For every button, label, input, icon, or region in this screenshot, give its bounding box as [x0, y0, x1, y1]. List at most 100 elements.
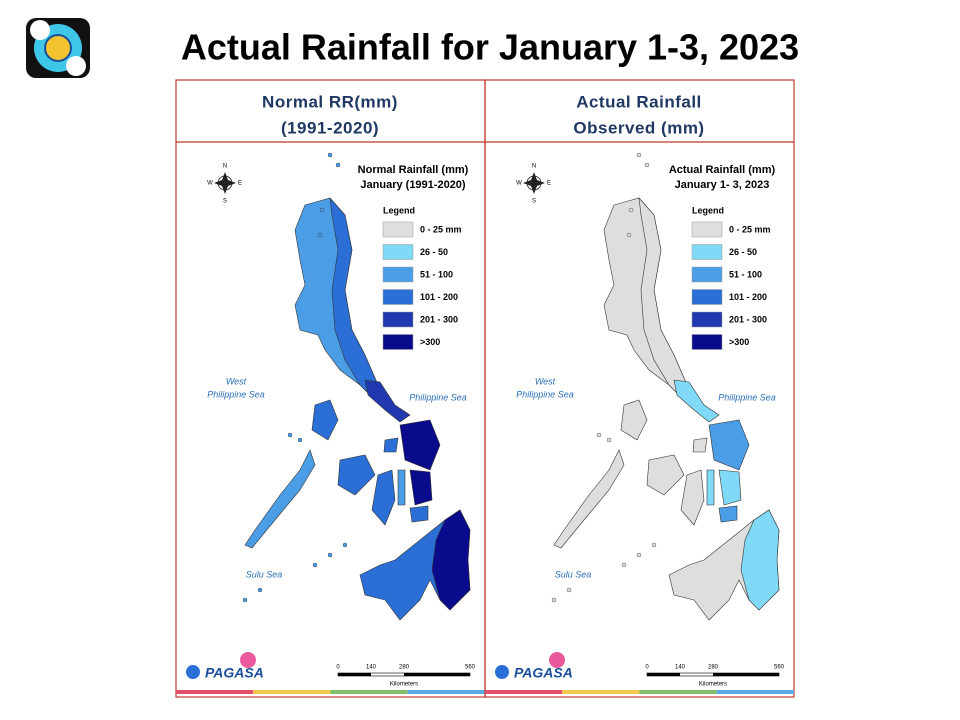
compass-letter: N [223, 164, 227, 170]
scale-bar-fill [713, 673, 779, 676]
legend-label: 201 - 300 [420, 314, 458, 324]
scale-label: 140 [675, 665, 686, 671]
province-region [692, 437, 708, 453]
map-title: Normal Rainfall (mm) [358, 164, 469, 176]
brand-sun [549, 652, 565, 668]
legend-title: Legend [692, 205, 724, 215]
color-stripe [716, 690, 794, 694]
island [596, 432, 602, 438]
philippines-map [242, 152, 471, 621]
legend-swatch [382, 334, 414, 350]
legend-swatch [382, 221, 414, 238]
agency-logo [26, 18, 90, 78]
legend-swatch [691, 289, 723, 305]
scale-unit: Kilometers [390, 682, 418, 688]
island [651, 542, 657, 548]
sea-label: West [226, 376, 247, 386]
province-region [431, 509, 471, 611]
scale-unit: Kilometers [699, 682, 727, 688]
sea-label: Philippine Sea [718, 392, 776, 402]
legend-swatch [691, 334, 723, 350]
brand-logo: PAGASA [495, 652, 573, 681]
compass-rose [214, 172, 236, 194]
province-region [706, 469, 715, 506]
compass-letter: S [223, 199, 227, 205]
province-region [337, 454, 376, 496]
island [257, 587, 263, 593]
province-region [244, 449, 316, 549]
sea-label: Philippine Sea [516, 389, 574, 399]
color-stripe [639, 690, 717, 694]
color-stripe [176, 690, 254, 694]
color-stripe [253, 690, 331, 694]
province-region [620, 399, 648, 441]
compass-ring [217, 175, 233, 191]
sea-label: Philippine Sea [207, 389, 265, 399]
map-title: Actual Rainfall (mm) [669, 164, 776, 176]
legend-swatch [691, 221, 723, 238]
province-region [708, 419, 750, 471]
legend-title: Legend [383, 205, 415, 215]
island [319, 207, 325, 213]
province-region [553, 449, 625, 549]
brand-sun [240, 652, 256, 668]
map-title: January (1991-2020) [360, 179, 466, 191]
island [242, 597, 248, 603]
legend-swatch [691, 244, 723, 260]
scale-label: 0 [336, 665, 340, 671]
legend-swatch [691, 266, 723, 283]
legend-label: 201 - 300 [729, 314, 767, 324]
province-region [718, 469, 742, 506]
color-stripe [485, 690, 563, 694]
legend-swatch [691, 311, 723, 328]
brand-name: PAGASA [205, 665, 264, 681]
legend-label: 0 - 25 mm [729, 224, 771, 234]
slide-title: Actual Rainfall for January 1-3, 2023 [181, 27, 799, 68]
brand-logo: PAGASA [186, 652, 264, 681]
island [626, 232, 632, 238]
legend-swatch [382, 266, 414, 283]
province-region [646, 454, 685, 496]
sea-label: West [535, 376, 556, 386]
panel-header: Normal RR(mm) [262, 92, 398, 111]
legend-label: 26 - 50 [420, 247, 448, 257]
legend-label: 51 - 100 [729, 269, 762, 279]
legend-label: 101 - 200 [729, 292, 767, 302]
island [287, 432, 293, 438]
scale-label: 560 [465, 665, 476, 671]
legend-label: >300 [420, 337, 440, 347]
brand-mark [186, 665, 200, 679]
island [551, 597, 557, 603]
scale-label: 140 [366, 665, 377, 671]
philippines-map [551, 152, 780, 621]
compass-letter: N [532, 164, 536, 170]
island [566, 587, 572, 593]
island [317, 232, 323, 238]
map-panel: Actual Rainfall Observed (mm) Actual Rainf… [484, 79, 795, 698]
panel-header: (1991-2020) [281, 118, 379, 137]
island [621, 562, 627, 568]
compass-letter: W [516, 181, 522, 187]
island [335, 162, 341, 168]
map-title: January 1- 3, 2023 [675, 179, 770, 191]
island [636, 152, 642, 158]
legend-swatch [382, 311, 414, 328]
province-region [397, 469, 406, 506]
province-region [409, 505, 429, 523]
color-stripe [562, 690, 640, 694]
color-stripe [407, 690, 485, 694]
legend-swatch [382, 289, 414, 305]
scale-label: 0 [645, 665, 649, 671]
compass-letter: E [547, 181, 551, 187]
scale-bar-fill [647, 673, 680, 676]
color-stripe [330, 690, 408, 694]
compass-letter: S [532, 199, 536, 205]
compass-rose [523, 172, 545, 194]
province-region [383, 437, 399, 453]
province-region [364, 379, 411, 423]
province-region [718, 505, 738, 523]
legend-label: 0 - 25 mm [420, 224, 462, 234]
brand-mark [495, 665, 509, 679]
island [342, 542, 348, 548]
